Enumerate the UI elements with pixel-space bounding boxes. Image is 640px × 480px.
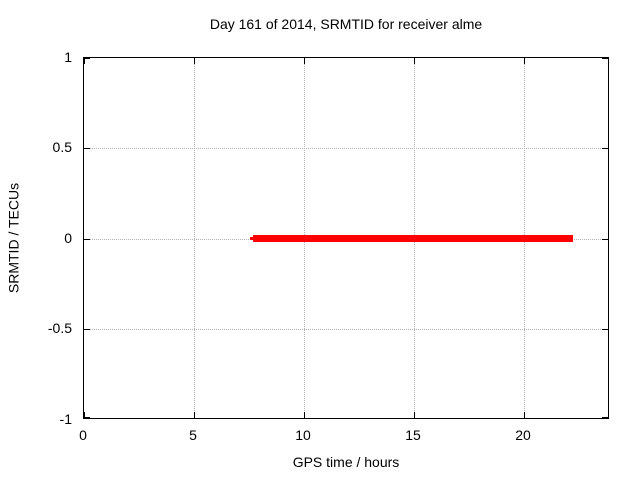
y-tick-right--0.5 (602, 329, 608, 330)
grid-line-x-5 (194, 59, 195, 417)
x-tick-label-5: 5 (189, 427, 197, 443)
data-line-srmtid (253, 235, 573, 242)
x-tick-bottom-5 (194, 412, 195, 418)
chart-title: Day 161 of 2014, SRMTID for receiver alm… (209, 16, 483, 32)
y-tick-left-1 (84, 58, 90, 59)
y-tick-right-1 (602, 58, 608, 59)
x-tick-bottom-10 (304, 412, 305, 418)
grid-line-y-0.5 (85, 148, 607, 149)
y-axis-label: SRMTID / TECUs (5, 182, 22, 294)
x-tick-bottom-15 (414, 412, 415, 418)
x-axis-label: GPS time / hours (292, 454, 400, 470)
x-tick-label-0: 0 (79, 427, 87, 443)
x-tick-top-15 (414, 58, 415, 64)
x-tick-label-10: 10 (295, 427, 311, 443)
x-tick-top-10 (304, 58, 305, 64)
y-tick-left--1 (84, 417, 90, 418)
y-tick-left-0 (84, 239, 90, 240)
x-tick-top-0 (84, 58, 85, 64)
y-tick-label--1: -1 (59, 411, 72, 427)
plot-area (83, 57, 609, 419)
x-tick-top-20 (524, 58, 525, 64)
y-tick-label-0.5: 0.5 (52, 139, 72, 155)
x-tick-label-20: 20 (515, 427, 531, 443)
y-tick-label-1: 1 (64, 49, 72, 65)
x-tick-bottom-20 (524, 412, 525, 418)
x-tick-label-15: 15 (405, 427, 421, 443)
y-tick-right-0.5 (602, 148, 608, 149)
y-tick-left-0.5 (84, 148, 90, 149)
x-tick-top-5 (194, 58, 195, 64)
y-tick-right--1 (602, 417, 608, 418)
grid-line-y--0.5 (85, 329, 607, 330)
y-tick-right-0 (602, 239, 608, 240)
y-tick-left--0.5 (84, 329, 90, 330)
x-tick-bottom-0 (84, 412, 85, 418)
y-tick-label-0: 0 (64, 230, 72, 246)
y-tick-label--0.5: -0.5 (47, 320, 72, 336)
